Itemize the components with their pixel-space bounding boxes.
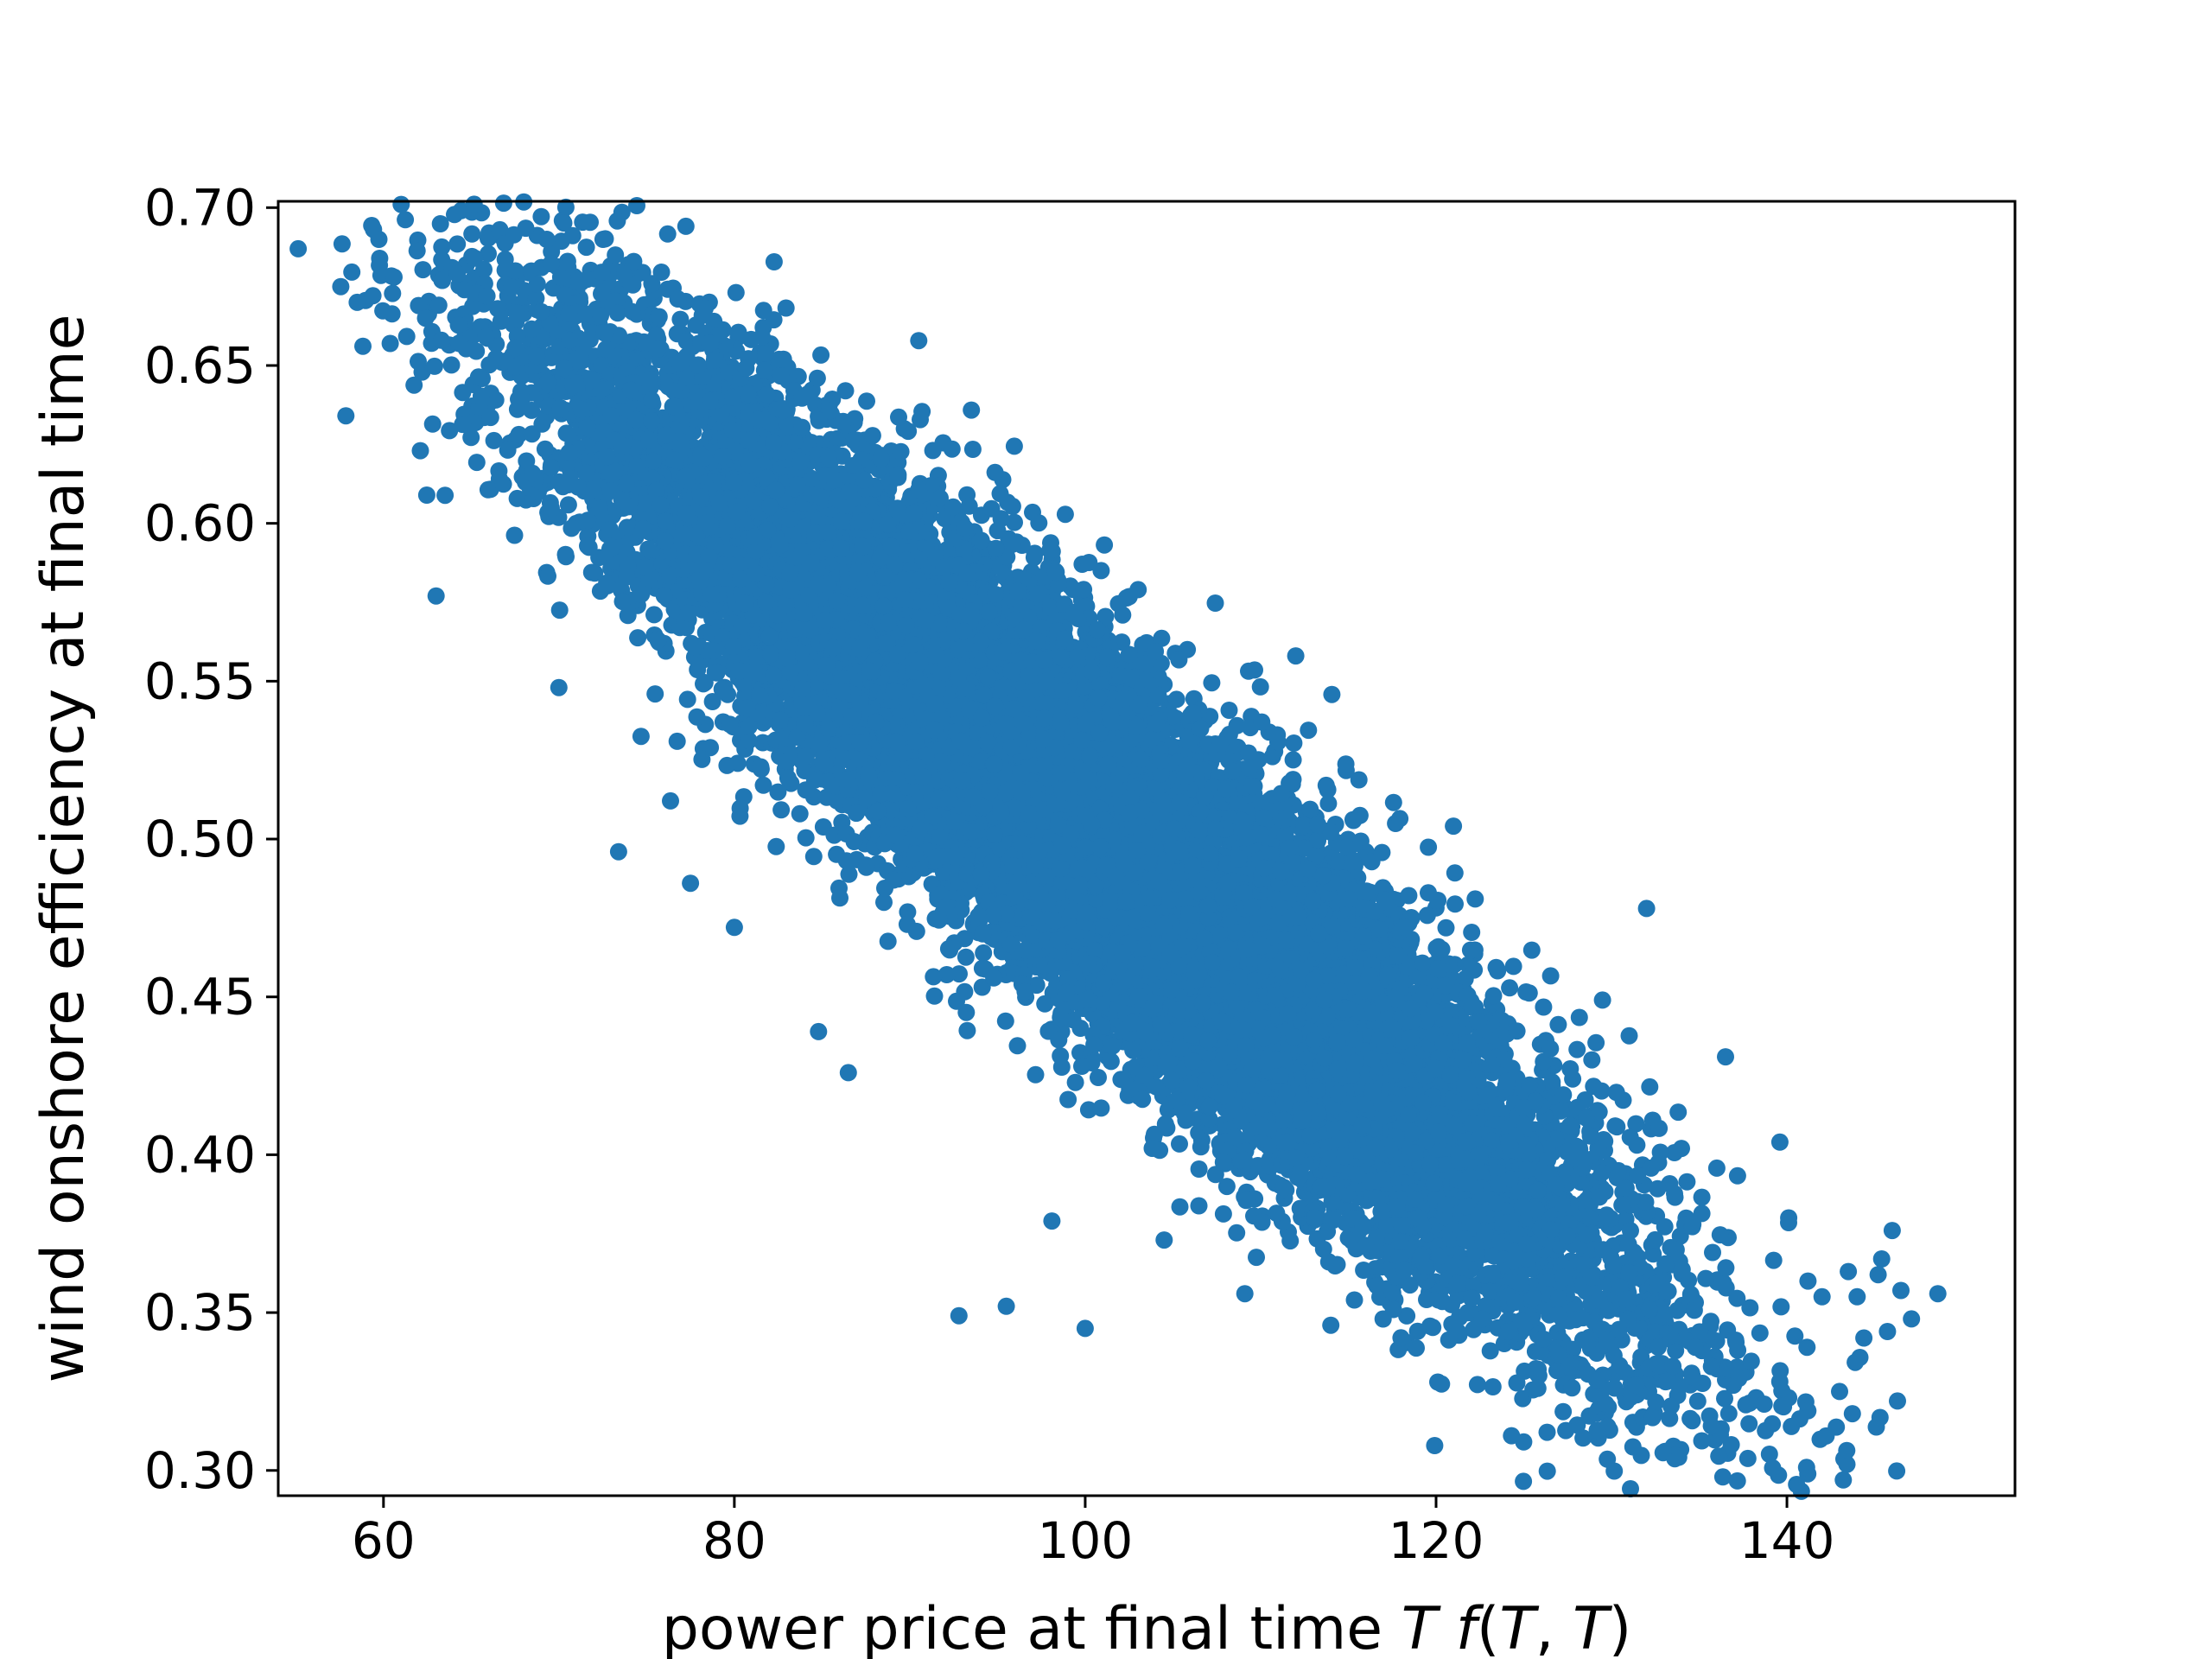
data-point-4353 [913,403,931,421]
data-point-4843 [436,486,454,505]
data-point-2482 [1716,1389,1733,1408]
data-point-2687 [1719,1404,1738,1422]
data-point-571 [1786,1327,1804,1345]
data-point-1071 [1217,1178,1236,1196]
data-point-1376 [1214,1205,1232,1223]
data-point-318 [480,245,497,263]
data-point-973 [1171,1135,1188,1153]
data-point-2003 [559,496,577,514]
data-point-159 [791,804,809,823]
data-point-2029 [1319,794,1338,812]
data-point-2512 [607,246,625,264]
data-point-832 [840,865,858,883]
data-point-4130 [1171,1198,1189,1216]
data-point-1470 [1738,1449,1757,1467]
data-point-4152 [1446,895,1464,913]
data-point-4474 [508,489,526,507]
data-point-3030 [1568,1040,1586,1058]
data-point-1151 [532,207,550,226]
data-points [289,193,1947,1500]
data-point-3191 [579,537,596,555]
data-point-3207 [875,893,893,912]
data-point-2486 [975,944,993,962]
data-point-2739 [668,732,686,750]
data-point-2864 [392,195,410,213]
data-point-306 [442,356,461,374]
data-point-1964 [1728,1471,1746,1490]
data-point-2965 [1549,1015,1567,1033]
data-point-3652 [772,801,791,819]
data-point-1517 [1284,751,1302,769]
data-point-2188 [1203,674,1221,692]
data-point-2076 [957,1003,976,1021]
data-point-1763 [289,239,308,257]
data-point-982 [1760,1446,1778,1463]
data-point-3190 [463,225,481,243]
data-point-2352 [1541,967,1560,985]
data-point-2092 [332,277,350,296]
data-point-562 [1027,1065,1045,1084]
data-point-4091 [1702,1313,1719,1331]
data-point-3007 [397,211,415,229]
data-point-377 [812,346,830,364]
data-point-1160 [467,454,486,472]
data-point-3444 [1398,1306,1416,1325]
data-point-1559 [431,215,449,232]
data-point-3883 [688,708,706,726]
data-point-3724 [645,606,663,624]
data-point-2324 [629,629,647,647]
data-point-4112 [1090,1069,1107,1086]
data-point-3161 [619,607,637,625]
data-point-3211 [1599,1450,1617,1468]
data-point-1817 [590,549,608,567]
